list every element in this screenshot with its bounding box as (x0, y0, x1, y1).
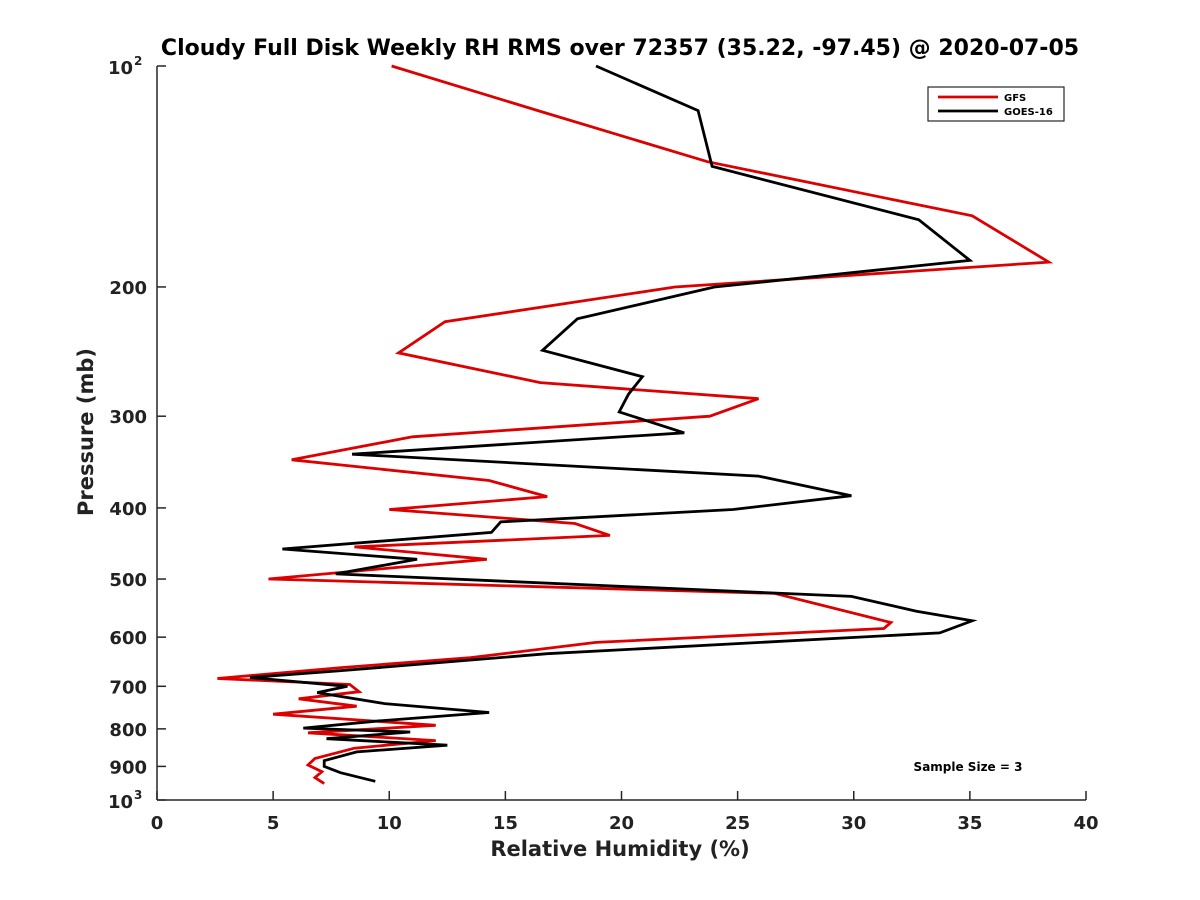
legend: GFS GOES-16 (927, 86, 1065, 122)
x-tick-label: 30 (841, 813, 866, 834)
chart-title: Cloudy Full Disk Weekly RH RMS over 7235… (161, 36, 1079, 61)
x-tick-label: 5 (267, 813, 280, 834)
x-tick-label: 15 (493, 813, 518, 834)
x-tick-label: 10 (377, 813, 402, 834)
legend-entry: GOES-16 (1004, 107, 1053, 118)
sample-size-annotation: Sample Size = 3 (914, 760, 1023, 774)
y-axis-label: Pressure (mb) (74, 348, 98, 516)
x-tick-label: 35 (957, 813, 982, 834)
y-tick-label: 10 (108, 58, 133, 79)
series-line-goes-16 (249, 64, 978, 783)
y-tick-label: 200 (109, 278, 147, 299)
y-tick-exponent: 3 (134, 788, 142, 802)
y-tick-label: 700 (109, 677, 147, 698)
legend-entry: GFS (1004, 93, 1026, 104)
y-tick-label: 10 (108, 792, 133, 813)
x-axis-label: Relative Humidity (%) (490, 837, 749, 861)
y-tick-label: 600 (109, 628, 147, 649)
series-line-gfs (217, 64, 1054, 785)
y-tick-exponent: 2 (134, 54, 142, 68)
x-tick-label: 40 (1073, 813, 1098, 834)
x-tick-label: 25 (725, 813, 750, 834)
y-tick-label: 300 (109, 407, 147, 428)
x-tick-label: 0 (151, 813, 164, 834)
y-tick-label: 800 (109, 720, 147, 741)
series-lines (217, 64, 1054, 785)
axes (156, 66, 1086, 801)
legend-box (927, 86, 1065, 122)
x-tick-label: 20 (609, 813, 634, 834)
y-tick-label: 400 (109, 499, 147, 520)
y-tick-label: 500 (109, 570, 147, 591)
y-tick-label: 900 (109, 757, 147, 778)
